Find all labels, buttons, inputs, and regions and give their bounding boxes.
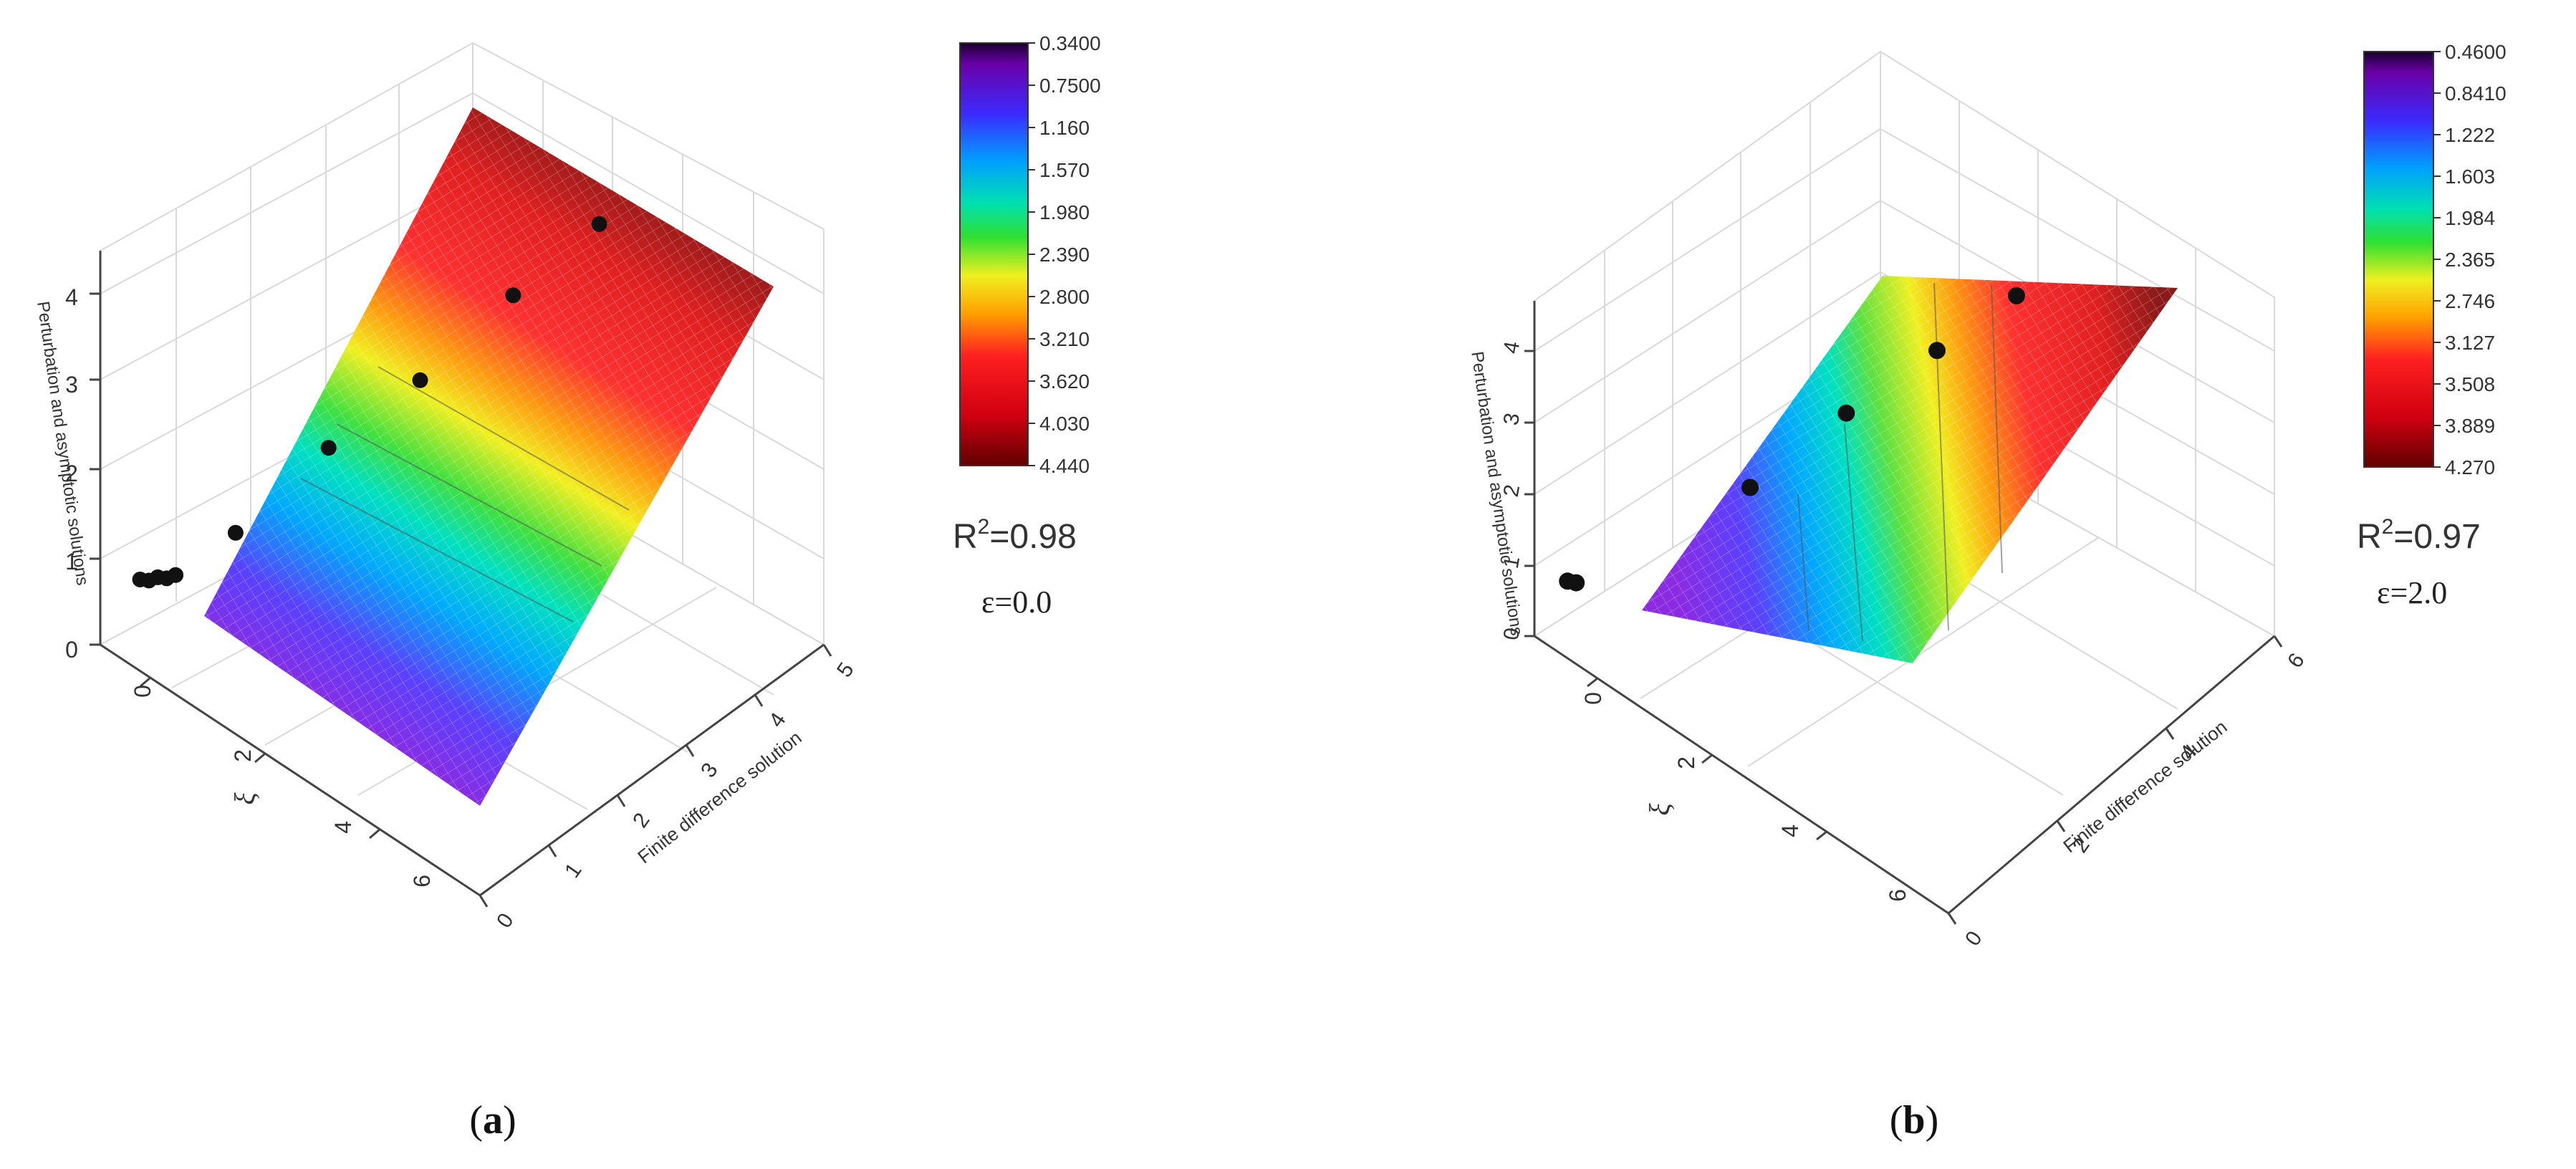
panel-a-label: (a) <box>469 1098 516 1142</box>
panel-a-surface <box>204 107 774 806</box>
x-tick-label: 5 <box>832 658 859 682</box>
panel-b-label: (b) <box>1890 1098 1938 1142</box>
colorbar-tick-label: 1.160 <box>1039 117 1090 139</box>
data-point <box>505 287 522 304</box>
y-tick-label: 2 <box>1673 756 1699 769</box>
z-tick-label: 3 <box>65 372 78 398</box>
z-tick-label: 2 <box>65 461 78 486</box>
panel-b-y-tick-labels: 0 2 4 6 <box>1580 692 1911 902</box>
z-tick-label: 0 <box>1499 626 1524 642</box>
y-tick-label: 6 <box>1885 889 1911 902</box>
data-point <box>1741 478 1759 496</box>
colorbar-tick-label: 3.127 <box>2445 332 2495 354</box>
panel-b-surface <box>1642 276 2178 663</box>
colorbar-tick-label: 3.620 <box>1039 370 1090 393</box>
colorbar-tick-label: 1.603 <box>2445 165 2495 188</box>
x-tick-label: 0 <box>1961 927 1987 951</box>
z-tick-label: 4 <box>65 284 78 310</box>
colorbar-tick-label: 2.390 <box>1039 244 1090 266</box>
panel-b-colorbar: 0.4600 0.8410 1.222 1.603 1.984 2.365 2.746 3.1… <box>2363 41 2507 478</box>
y-tick-label: 6 <box>409 875 435 887</box>
panel-b-z-tick-labels: 0 1 2 3 4 <box>1499 340 1524 642</box>
colorbar-tick-label: 1.984 <box>2445 207 2495 229</box>
panel-a-axes <box>90 251 832 908</box>
panel-b-y-axis-title: ξ <box>1643 803 1676 816</box>
data-point <box>320 440 337 456</box>
z-tick-label: 1 <box>1499 554 1524 570</box>
x-tick-label: 6 <box>2283 649 2310 673</box>
colorbar-tick-label: 2.800 <box>1039 286 1090 308</box>
colorbar-tick-label: 0.7500 <box>1039 74 1101 97</box>
colorbar-tick-label: 3.889 <box>2445 415 2495 437</box>
panel-a-colorbar: 0.3400 0.7500 1.160 1.570 1.980 2.390 2.800 3.2… <box>959 32 1101 477</box>
colorbar-tick-label: 3.210 <box>1039 328 1090 350</box>
data-point <box>168 567 184 583</box>
data-point <box>412 372 428 388</box>
panel-a-y-tick-labels: 0 2 4 6 <box>130 685 435 887</box>
data-point <box>1928 342 1946 360</box>
data-point <box>1567 574 1585 592</box>
colorbar-tick-label: 4.030 <box>1039 413 1090 435</box>
y-tick-label: 2 <box>230 749 256 762</box>
colorbar-tick-label: 2.365 <box>2445 249 2495 271</box>
z-tick-label: 3 <box>1499 411 1524 427</box>
panel-a-r-squared: R2=0.98 <box>953 515 1077 556</box>
panel-a-y-axis-title: ξ <box>229 792 261 805</box>
panel-b: 0 1 2 3 4 0 2 4 6 0 2 4 6 Perturbation a… <box>1467 41 2506 1142</box>
colorbar-gradient <box>960 43 1028 466</box>
colorbar-tick-label: 4.270 <box>2445 456 2495 478</box>
z-tick-label: 1 <box>65 549 78 574</box>
panel-b-axes <box>1524 301 2283 925</box>
z-tick-label: 2 <box>1499 483 1524 499</box>
panel-b-colorbar-ticks: 0.4600 0.8410 1.222 1.603 1.984 2.365 2.746 3.1… <box>2433 41 2507 478</box>
y-tick-label: 0 <box>130 685 155 698</box>
panel-a-colorbar-ticks: 0.3400 0.7500 1.160 1.570 1.980 2.390 2.800 3.2… <box>1028 32 1101 477</box>
data-point <box>1837 404 1855 422</box>
panel-a-z-axis-title: Perturbation and asymptotic solutions <box>33 300 92 587</box>
panel-a-z-tick-labels: 0 1 2 3 4 <box>65 284 78 663</box>
colorbar-tick-label: 1.222 <box>2445 124 2495 146</box>
y-tick-label: 0 <box>1580 692 1606 705</box>
data-point <box>2007 287 2025 304</box>
data-point <box>227 524 244 541</box>
panel-b-epsilon: ε=2.0 <box>2377 575 2447 610</box>
panel-a-x-tick-labels: 0 1 2 3 4 5 <box>492 658 859 933</box>
colorbar-tick-label: 2.746 <box>2445 290 2495 312</box>
panel-a-data-points <box>132 216 607 589</box>
x-tick-label: 1 <box>560 859 587 882</box>
panel-a-x-axis-title: Finite difference solution <box>633 726 805 867</box>
z-tick-label: 4 <box>1499 340 1524 355</box>
colorbar-tick-label: 0.3400 <box>1039 32 1101 54</box>
x-tick-label: 3 <box>696 759 723 782</box>
x-tick-label: 0 <box>492 909 519 933</box>
panel-b-r-squared: R2=0.97 <box>2357 515 2481 556</box>
colorbar-tick-label: 4.440 <box>1039 455 1090 477</box>
x-tick-label: 2 <box>628 809 655 832</box>
colorbar-tick-label: 0.4600 <box>2445 41 2507 63</box>
colorbar-gradient <box>2364 52 2433 467</box>
colorbar-tick-label: 3.508 <box>2445 373 2495 395</box>
panel-b-x-axis-title: Finite difference solution <box>2059 716 2231 857</box>
x-tick-label: 4 <box>764 708 791 732</box>
colorbar-tick-label: 0.8410 <box>2445 82 2507 105</box>
colorbar-tick-label: 1.980 <box>1039 201 1090 223</box>
colorbar-tick-label: 1.570 <box>1039 159 1090 181</box>
panel-a: 0 1 2 3 4 0 2 4 6 0 1 2 3 4 5 Perturbati… <box>33 32 1100 1142</box>
panel-b-data-points <box>1559 287 2025 592</box>
y-tick-label: 4 <box>330 821 356 834</box>
z-tick-label: 0 <box>65 637 78 663</box>
data-point <box>591 216 607 232</box>
panel-a-epsilon: ε=0.0 <box>981 584 1052 620</box>
y-tick-label: 4 <box>1777 824 1803 837</box>
